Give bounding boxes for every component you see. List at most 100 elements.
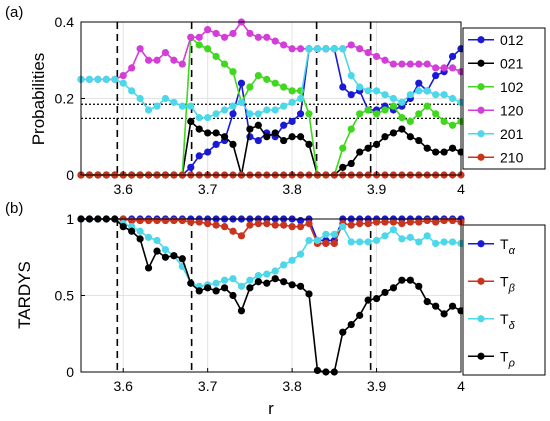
series-102-point <box>415 110 423 118</box>
series-β-point <box>432 218 440 226</box>
series-α-point <box>296 216 305 225</box>
panel-b-yticks: 00.51 <box>55 211 85 380</box>
series-δ-point <box>330 230 338 238</box>
series-δ-point <box>415 238 423 246</box>
legend-entry-120: 120 <box>468 102 524 118</box>
series-201-point <box>212 110 220 118</box>
panel-b-xtick-label: 4 <box>457 378 465 394</box>
series-021-point <box>305 140 313 148</box>
series-201-point <box>372 87 381 95</box>
series-201-point <box>94 75 102 83</box>
series-201-point <box>406 91 414 99</box>
series-102-point <box>305 110 313 118</box>
legend-swatch-marker <box>477 36 485 44</box>
series-ρ-point <box>263 279 271 287</box>
series-021-point <box>381 133 389 141</box>
series-021-point <box>415 136 423 145</box>
series-102-point <box>406 117 414 126</box>
series-012-point <box>347 91 355 99</box>
series-β-point <box>330 239 338 248</box>
series-δ-point <box>136 227 144 235</box>
series-102-point <box>229 68 237 76</box>
legend-entry-012: 012 <box>468 32 524 48</box>
series-ρ-point <box>288 281 296 289</box>
panel-b-xticks: 3.6 3.7 3.8 3.9 4 <box>113 368 465 394</box>
panel-b-xtick-label: 3.9 <box>367 378 387 394</box>
series-β-point <box>153 216 161 225</box>
series-102-point <box>347 125 355 133</box>
series-102-point <box>440 117 448 126</box>
series-120-point <box>406 60 414 68</box>
series-120-point <box>204 26 212 34</box>
series-120-point <box>280 41 288 49</box>
series-021-point <box>212 129 220 137</box>
series-ρ-point <box>119 223 127 231</box>
series-β-point <box>128 216 136 225</box>
series-β-point <box>212 221 220 229</box>
series-021-point <box>432 148 440 156</box>
series-120-point <box>246 29 254 38</box>
series-120-point <box>161 49 170 57</box>
series-ρ-point <box>204 284 212 292</box>
series-δ-point <box>254 272 262 280</box>
series-β-point <box>237 232 246 240</box>
series-120-point <box>220 33 229 41</box>
series-δ-point <box>398 235 406 243</box>
series-021-point <box>423 144 431 152</box>
legend-entry-102: 102 <box>468 79 524 95</box>
panel-b-xtick-label: 3.8 <box>282 378 302 394</box>
series-102-point <box>204 45 212 53</box>
legend-entry-021: 021 <box>468 55 524 71</box>
series-β-point <box>187 218 195 226</box>
legend-swatch-marker <box>477 59 485 67</box>
legend-label: Tβ <box>500 273 516 294</box>
series-201-point <box>246 110 254 118</box>
series-δ-point <box>263 270 271 278</box>
series-201-point <box>347 71 355 80</box>
series-201-point <box>415 87 423 95</box>
legend-swatch-marker <box>477 106 485 114</box>
series-120-point <box>271 37 279 45</box>
series-β-point <box>161 216 170 225</box>
series-012-point <box>254 136 262 145</box>
series-β-point <box>415 218 423 226</box>
series-β-point <box>195 218 203 226</box>
series-ρ-point <box>406 276 414 284</box>
series-201-point <box>119 79 127 87</box>
legend-label: Tδ <box>500 311 516 332</box>
series-β-point <box>364 219 372 228</box>
series-102-point <box>254 71 262 80</box>
series-201-point <box>195 114 203 122</box>
legend-entry-201: 201 <box>468 126 524 142</box>
series-012-point <box>237 79 246 87</box>
series-102-point <box>195 41 203 49</box>
panel-b-ylabel: TARDYS <box>15 261 34 329</box>
series-012-point <box>212 140 220 148</box>
series-ρ-point <box>254 278 262 286</box>
series-δ-point <box>423 232 431 240</box>
legend-entry-δ: Tδ <box>468 311 516 332</box>
legend-swatch-marker <box>477 352 485 360</box>
series-201-point <box>296 94 305 103</box>
series-120-point <box>389 60 398 68</box>
series-012-point <box>280 121 288 129</box>
series-ρ-point <box>229 291 237 300</box>
series-102-point <box>263 75 271 83</box>
panel-a-legend-box <box>462 27 546 170</box>
series-201-point <box>423 87 431 95</box>
series-δ-point <box>440 238 448 246</box>
series-021-point <box>406 133 414 141</box>
legend-entry-β: Tβ <box>468 273 516 294</box>
series-ρ-point <box>372 294 381 303</box>
panel-b-legend-box <box>462 224 546 376</box>
series-ρ-point <box>212 287 220 295</box>
series-δ-point <box>280 261 288 269</box>
legend-label-subscript: α <box>509 245 516 257</box>
panel-a-ytick-label: 0.2 <box>55 91 75 107</box>
series-δ-point <box>153 236 161 245</box>
series-ρ-point <box>305 290 313 298</box>
series-δ-point <box>305 236 313 245</box>
legend-label: 210 <box>500 149 524 165</box>
series-ρ-point <box>280 278 288 286</box>
legend-swatch-marker <box>477 83 485 91</box>
